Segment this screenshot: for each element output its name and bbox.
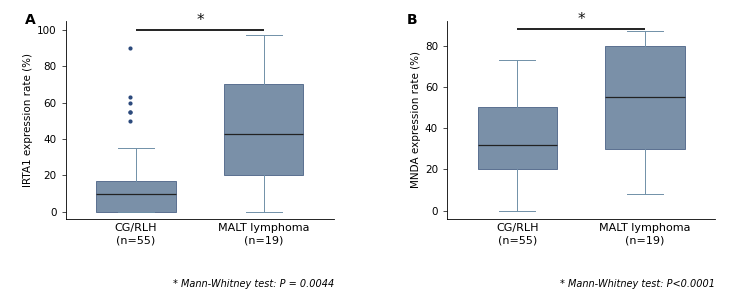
Text: A: A [26, 13, 36, 27]
Y-axis label: IRTA1 expression rate (%): IRTA1 expression rate (%) [23, 53, 33, 187]
Text: *: * [196, 13, 204, 28]
Bar [224, 84, 304, 175]
Text: *: * [577, 12, 585, 27]
Bar [96, 181, 176, 212]
Text: * Mann-Whitney test: P = 0.0044: * Mann-Whitney test: P = 0.0044 [173, 279, 334, 289]
Text: B: B [407, 13, 418, 27]
Text: * Mann-Whitney test: P<0.0001: * Mann-Whitney test: P<0.0001 [561, 279, 715, 289]
Y-axis label: MNDA expression rate (%): MNDA expression rate (%) [410, 52, 420, 188]
Bar [477, 107, 557, 169]
Bar [605, 46, 685, 149]
